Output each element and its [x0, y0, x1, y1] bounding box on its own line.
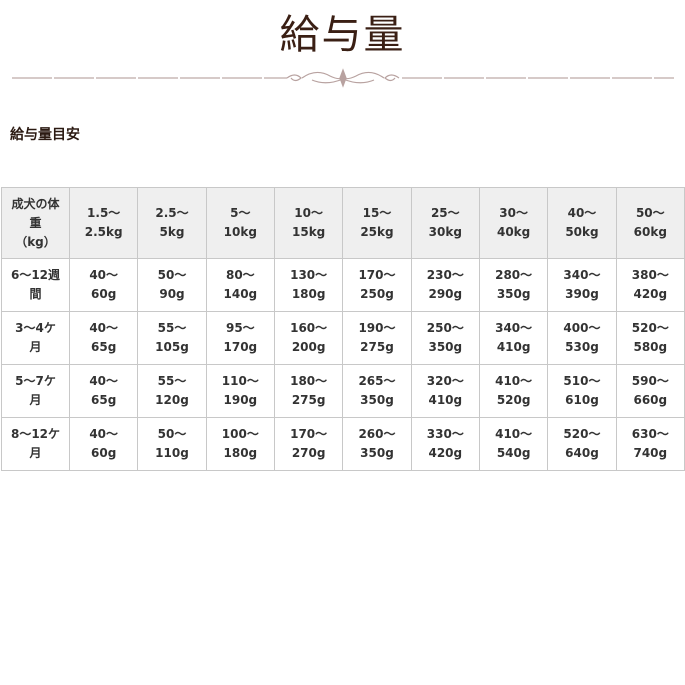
row-age-label: 6〜12週 間 [1, 258, 70, 312]
feeding-amount-cell: 40〜 60g [68, 417, 139, 471]
header-weight-range: 50〜 60kg [615, 187, 685, 259]
feeding-amount-cell: 170〜 250g [342, 258, 412, 312]
feeding-amount-cell: 95〜 170g [205, 311, 275, 365]
feeding-amount-cell: 100〜 180g [205, 417, 275, 471]
section-title: 給与量目安 [10, 127, 80, 143]
feeding-amount-cell: 630〜 740g [615, 417, 685, 471]
row-age-label: 8〜12ケ 月 [1, 417, 70, 471]
feeding-amount-cell: 40〜 65g [68, 364, 139, 418]
feeding-amount-cell: 130〜 180g [273, 258, 344, 312]
feeding-amount-cell: 80〜 140g [205, 258, 275, 312]
header-weight-range: 25〜 30kg [410, 187, 480, 259]
table-row: 5〜7ケ 月 40〜 65g 55〜 120g 110〜 190g 180〜 275g 2… [1, 364, 685, 418]
feeding-amount-cell: 160〜 200g [273, 311, 344, 365]
feeding-amount-cell: 380〜 420g [615, 258, 685, 312]
header-weight-range: 5〜 10kg [205, 187, 275, 259]
header-weight-range: 15〜 25kg [342, 187, 412, 259]
feeding-amount-cell: 55〜 120g [137, 364, 207, 418]
feeding-amount-cell: 280〜 350g [478, 258, 549, 312]
feeding-amount-cell: 180〜 275g [273, 364, 344, 418]
feeding-amount-cell: 55〜 105g [137, 311, 207, 365]
feeding-amount-cell: 50〜 110g [137, 417, 207, 471]
feeding-amount-cell: 590〜 660g [615, 364, 685, 418]
table-row: 3〜4ケ 月 40〜 65g 55〜 105g 95〜 170g 160〜 200g 19… [1, 311, 685, 365]
header-weight-range: 10〜 15kg [273, 187, 344, 259]
table-row: 8〜12ケ 月 40〜 60g 50〜 110g 100〜 180g 170〜 270g… [1, 417, 685, 471]
feeding-amount-cell: 50〜 90g [137, 258, 207, 312]
feeding-amount-cell: 320〜 410g [410, 364, 480, 418]
page-title: 給与量 [279, 12, 406, 58]
table-header-row: 成犬の体 重 （kg） 1.5〜 2.5kg 2.5〜 5kg 5〜 10kg 10〜 … [1, 187, 685, 259]
feeding-amount-cell: 400〜 530g [547, 311, 617, 365]
row-age-label: 5〜7ケ 月 [1, 364, 70, 418]
feeding-amount-cell: 40〜 60g [68, 258, 139, 312]
feeding-amount-cell: 170〜 270g [273, 417, 344, 471]
header-weight-range: 2.5〜 5kg [137, 187, 207, 259]
feeding-amount-cell: 110〜 190g [205, 364, 275, 418]
feeding-amount-cell: 520〜 580g [615, 311, 685, 365]
table-row: 6〜12週 間 40〜 60g 50〜 90g 80〜 140g 130〜 180g 17… [1, 258, 685, 312]
feeding-amount-cell: 330〜 420g [410, 417, 480, 471]
feeding-amount-cell: 410〜 520g [478, 364, 549, 418]
header-weight-label: 成犬の体 重 （kg） [1, 187, 70, 259]
feeding-amount-cell: 265〜 350g [342, 364, 412, 418]
feeding-amount-cell: 190〜 275g [342, 311, 412, 365]
feeding-amount-cell: 510〜 610g [547, 364, 617, 418]
header-weight-range: 30〜 40kg [478, 187, 549, 259]
feeding-amount-cell: 40〜 65g [68, 311, 139, 365]
row-age-label: 3〜4ケ 月 [1, 311, 70, 365]
feeding-amount-cell: 260〜 350g [342, 417, 412, 471]
feeding-table: 成犬の体 重 （kg） 1.5〜 2.5kg 2.5〜 5kg 5〜 10kg 10〜 … [1, 187, 685, 471]
feeding-amount-cell: 250〜 350g [410, 311, 480, 365]
feeding-amount-cell: 520〜 640g [547, 417, 617, 471]
feeding-amount-cell: 230〜 290g [410, 258, 480, 312]
ornamental-divider [12, 68, 674, 88]
feeding-amount-cell: 340〜 390g [547, 258, 617, 312]
feeding-amount-cell: 410〜 540g [478, 417, 549, 471]
header-weight-range: 1.5〜 2.5kg [68, 187, 139, 259]
header-weight-range: 40〜 50kg [547, 187, 617, 259]
feeding-amount-cell: 340〜 410g [478, 311, 549, 365]
